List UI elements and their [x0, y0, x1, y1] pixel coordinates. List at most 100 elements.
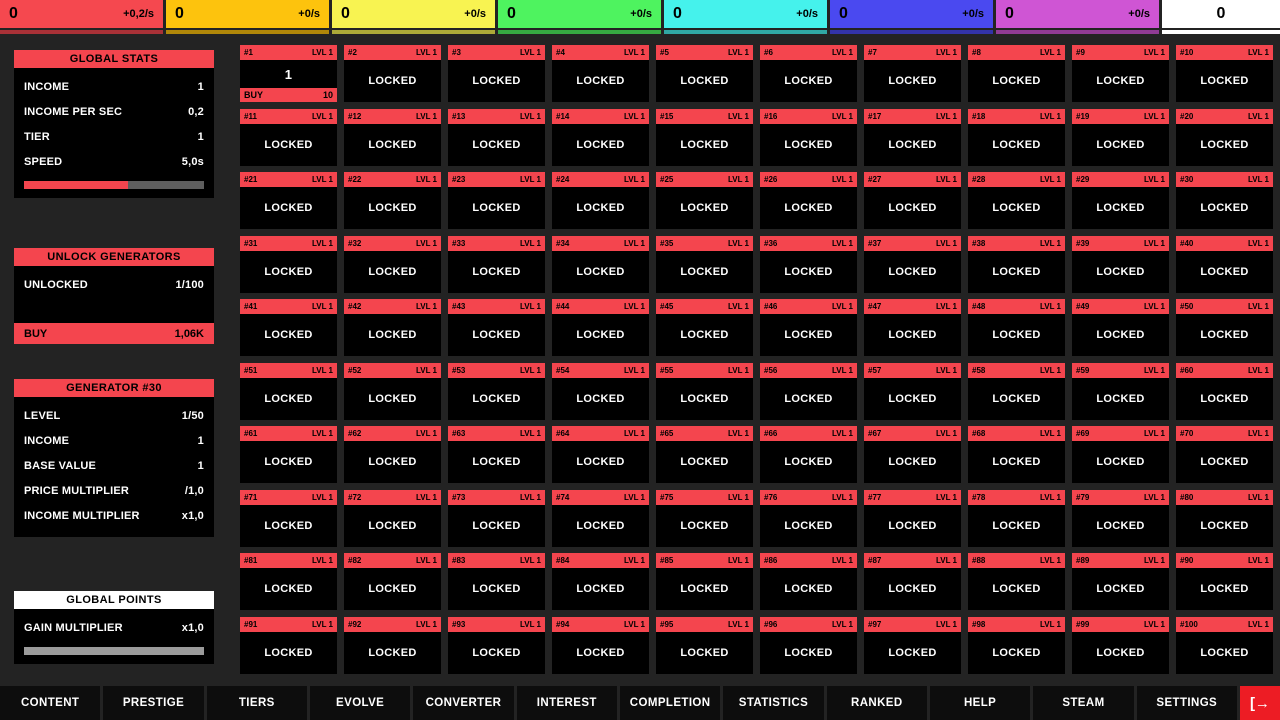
- generator-tile[interactable]: #58 LVL 1 LOCKED: [968, 362, 1065, 420]
- generator-tile[interactable]: #96 LVL 1 LOCKED: [760, 616, 857, 674]
- generator-tile[interactable]: #50 LVL 1 LOCKED: [1176, 299, 1273, 356]
- generator-tile[interactable]: #89 LVL 1 LOCKED: [1072, 553, 1169, 610]
- generator-tile[interactable]: #92 LVL 1 LOCKED: [344, 616, 441, 674]
- generator-tile[interactable]: #74 LVL 1 LOCKED: [552, 489, 649, 547]
- generator-tile[interactable]: #12 LVL 1 LOCKED: [344, 108, 441, 166]
- generator-tile[interactable]: #78 LVL 1 LOCKED: [968, 489, 1065, 547]
- generator-tile[interactable]: #20 LVL 1 LOCKED: [1176, 108, 1273, 166]
- generator-tile[interactable]: #30 LVL 1 LOCKED: [1176, 172, 1273, 229]
- generator-tile[interactable]: #36 LVL 1 LOCKED: [760, 235, 857, 293]
- generator-tile[interactable]: #72 LVL 1 LOCKED: [344, 489, 441, 547]
- generator-tile[interactable]: #77 LVL 1 LOCKED: [864, 489, 961, 547]
- generator-tile[interactable]: #19 LVL 1 LOCKED: [1072, 108, 1169, 166]
- generator-tile[interactable]: #95 LVL 1 LOCKED: [656, 616, 753, 674]
- generator-tile[interactable]: #18 LVL 1 LOCKED: [968, 108, 1065, 166]
- nav-tab-prestige[interactable]: PRESTIGE: [103, 686, 204, 720]
- generator-tile[interactable]: #9 LVL 1 LOCKED: [1072, 45, 1169, 102]
- generator-tile[interactable]: #55 LVL 1 LOCKED: [656, 362, 753, 420]
- generator-tile[interactable]: #24 LVL 1 LOCKED: [552, 172, 649, 229]
- generator-tile[interactable]: #63 LVL 1 LOCKED: [448, 426, 545, 483]
- generator-tile[interactable]: #7 LVL 1 LOCKED: [864, 45, 961, 102]
- generator-tile[interactable]: #87 LVL 1 LOCKED: [864, 553, 961, 610]
- generator-tile[interactable]: #34 LVL 1 LOCKED: [552, 235, 649, 293]
- generator-tile[interactable]: #99 LVL 1 LOCKED: [1072, 616, 1169, 674]
- generator-tile[interactable]: #10 LVL 1 LOCKED: [1176, 45, 1273, 102]
- generator-tile[interactable]: #98 LVL 1 LOCKED: [968, 616, 1065, 674]
- generator-tile[interactable]: #60 LVL 1 LOCKED: [1176, 362, 1273, 420]
- generator-tile[interactable]: #54 LVL 1 LOCKED: [552, 362, 649, 420]
- generator-tile[interactable]: #14 LVL 1 LOCKED: [552, 108, 649, 166]
- nav-tab-settings[interactable]: SETTINGS: [1136, 686, 1237, 720]
- generator-tile[interactable]: #45 LVL 1 LOCKED: [656, 299, 753, 356]
- generator-tile[interactable]: #27 LVL 1 LOCKED: [864, 172, 961, 229]
- exit-button[interactable]: [→: [1239, 686, 1280, 720]
- generator-tile[interactable]: #97 LVL 1 LOCKED: [864, 616, 961, 674]
- generator-tile[interactable]: #91 LVL 1 LOCKED: [240, 616, 337, 674]
- generator-tile[interactable]: #43 LVL 1 LOCKED: [448, 299, 545, 356]
- generator-tile[interactable]: #6 LVL 1 LOCKED: [760, 45, 857, 102]
- generator-tile[interactable]: #8 LVL 1 LOCKED: [968, 45, 1065, 102]
- generator-tile[interactable]: #15 LVL 1 LOCKED: [656, 108, 753, 166]
- generator-tile[interactable]: #5 LVL 1 LOCKED: [656, 45, 753, 102]
- generator-tile[interactable]: #76 LVL 1 LOCKED: [760, 489, 857, 547]
- generator-tile[interactable]: #57 LVL 1 LOCKED: [864, 362, 961, 420]
- generator-tile[interactable]: #29 LVL 1 LOCKED: [1072, 172, 1169, 229]
- generator-tile[interactable]: #83 LVL 1 LOCKED: [448, 553, 545, 610]
- generator-tile[interactable]: #82 LVL 1 LOCKED: [344, 553, 441, 610]
- generator-tile[interactable]: #32 LVL 1 LOCKED: [344, 235, 441, 293]
- generator-tile[interactable]: #48 LVL 1 LOCKED: [968, 299, 1065, 356]
- nav-tab-evolve[interactable]: EVOLVE: [309, 686, 411, 720]
- generator-tile[interactable]: #40 LVL 1 LOCKED: [1176, 235, 1273, 293]
- generator-tile[interactable]: #86 LVL 1 LOCKED: [760, 553, 857, 610]
- generator-tile[interactable]: #37 LVL 1 LOCKED: [864, 235, 961, 293]
- generator-tile[interactable]: #47 LVL 1 LOCKED: [864, 299, 961, 356]
- generator-tile[interactable]: #100 LVL 1 LOCKED: [1176, 616, 1273, 674]
- generator-tile[interactable]: #2 LVL 1 LOCKED: [344, 45, 441, 102]
- generator-tile[interactable]: #13 LVL 1 LOCKED: [448, 108, 545, 166]
- generator-tile[interactable]: #56 LVL 1 LOCKED: [760, 362, 857, 420]
- generator-tile[interactable]: #21 LVL 1 LOCKED: [240, 172, 337, 229]
- generator-tile[interactable]: #79 LVL 1 LOCKED: [1072, 489, 1169, 547]
- nav-tab-converter[interactable]: CONVERTER: [413, 686, 514, 720]
- nav-tab-completion[interactable]: COMPLETION: [619, 686, 721, 720]
- generator-tile[interactable]: #23 LVL 1 LOCKED: [448, 172, 545, 229]
- generator-tile[interactable]: #41 LVL 1 LOCKED: [240, 299, 337, 356]
- nav-tab-tiers[interactable]: TIERS: [206, 686, 307, 720]
- generator-tile[interactable]: #51 LVL 1 LOCKED: [240, 362, 337, 420]
- nav-tab-content[interactable]: CONTENT: [0, 686, 101, 720]
- generator-tile[interactable]: #11 LVL 1 LOCKED: [240, 108, 337, 166]
- generator-tile[interactable]: #39 LVL 1 LOCKED: [1072, 235, 1169, 293]
- generator-tile[interactable]: #75 LVL 1 LOCKED: [656, 489, 753, 547]
- generator-tile[interactable]: #69 LVL 1 LOCKED: [1072, 426, 1169, 483]
- generator-tile[interactable]: #65 LVL 1 LOCKED: [656, 426, 753, 483]
- generator-tile[interactable]: #81 LVL 1 LOCKED: [240, 553, 337, 610]
- generator-tile[interactable]: #1 LVL 1 1 BUY 10: [240, 45, 337, 102]
- generator-tile[interactable]: #17 LVL 1 LOCKED: [864, 108, 961, 166]
- generator-tile[interactable]: #16 LVL 1 LOCKED: [760, 108, 857, 166]
- generator-buy-button[interactable]: BUY 10: [240, 88, 337, 102]
- nav-tab-help[interactable]: HELP: [929, 686, 1031, 720]
- generator-tile[interactable]: #28 LVL 1 LOCKED: [968, 172, 1065, 229]
- nav-tab-ranked[interactable]: RANKED: [826, 686, 927, 720]
- generator-tile[interactable]: #3 LVL 1 LOCKED: [448, 45, 545, 102]
- generator-tile[interactable]: #90 LVL 1 LOCKED: [1176, 553, 1273, 610]
- generator-tile[interactable]: #46 LVL 1 LOCKED: [760, 299, 857, 356]
- generator-tile[interactable]: #62 LVL 1 LOCKED: [344, 426, 441, 483]
- generator-tile[interactable]: #42 LVL 1 LOCKED: [344, 299, 441, 356]
- generator-tile[interactable]: #94 LVL 1 LOCKED: [552, 616, 649, 674]
- generator-tile[interactable]: #4 LVL 1 LOCKED: [552, 45, 649, 102]
- generator-tile[interactable]: #22 LVL 1 LOCKED: [344, 172, 441, 229]
- generator-tile[interactable]: #64 LVL 1 LOCKED: [552, 426, 649, 483]
- generator-tile[interactable]: #80 LVL 1 LOCKED: [1176, 489, 1273, 547]
- generator-tile[interactable]: #44 LVL 1 LOCKED: [552, 299, 649, 356]
- generator-tile[interactable]: #93 LVL 1 LOCKED: [448, 616, 545, 674]
- generator-tile[interactable]: #49 LVL 1 LOCKED: [1072, 299, 1169, 356]
- generator-tile[interactable]: #61 LVL 1 LOCKED: [240, 426, 337, 483]
- generator-tile[interactable]: #59 LVL 1 LOCKED: [1072, 362, 1169, 420]
- generator-tile[interactable]: #71 LVL 1 LOCKED: [240, 489, 337, 547]
- generator-tile[interactable]: #66 LVL 1 LOCKED: [760, 426, 857, 483]
- nav-tab-interest[interactable]: INTEREST: [516, 686, 617, 720]
- generator-tile[interactable]: #53 LVL 1 LOCKED: [448, 362, 545, 420]
- generator-tile[interactable]: #85 LVL 1 LOCKED: [656, 553, 753, 610]
- generator-tile[interactable]: #88 LVL 1 LOCKED: [968, 553, 1065, 610]
